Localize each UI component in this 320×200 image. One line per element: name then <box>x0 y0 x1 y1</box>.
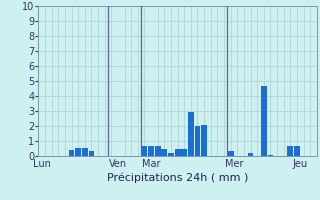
Bar <box>162 149 167 156</box>
Bar <box>175 148 180 156</box>
Bar <box>287 146 293 156</box>
Bar <box>268 155 273 156</box>
Bar <box>168 153 174 156</box>
Bar <box>75 148 81 156</box>
Bar <box>294 146 300 156</box>
X-axis label: Précipitations 24h ( mm ): Précipitations 24h ( mm ) <box>107 173 248 183</box>
Bar <box>261 86 267 156</box>
Bar <box>195 126 200 156</box>
Bar <box>148 146 154 156</box>
Bar <box>155 146 161 156</box>
Bar <box>248 153 253 156</box>
Bar <box>181 148 187 156</box>
Bar <box>89 151 94 156</box>
Bar <box>228 151 234 156</box>
Bar <box>82 148 88 156</box>
Bar <box>141 146 147 156</box>
Bar <box>201 125 207 156</box>
Bar <box>69 150 75 156</box>
Bar <box>188 112 194 156</box>
